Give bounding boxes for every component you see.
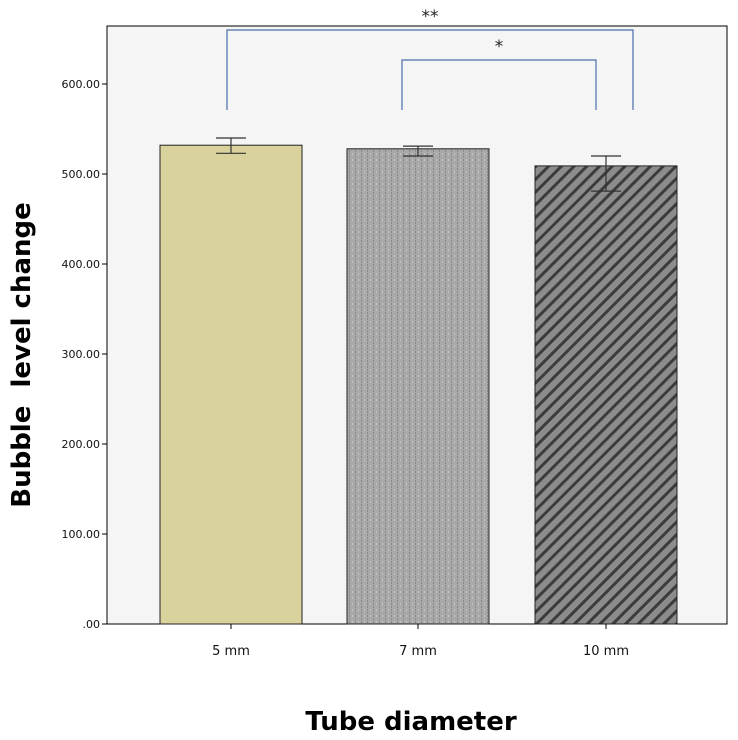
y-tick-label: 200.00 xyxy=(62,438,101,451)
y-tick-label: .00 xyxy=(83,618,101,631)
y-tick-label: 500.00 xyxy=(62,168,101,181)
y-axis-label: Bubble level change xyxy=(7,202,37,508)
error-bar xyxy=(591,155,621,192)
y-tick-label: 600.00 xyxy=(62,78,101,91)
bar xyxy=(534,165,678,625)
significance-brackets: *** xyxy=(226,7,634,110)
error-bar xyxy=(216,137,246,154)
error-bars xyxy=(216,137,621,192)
significance-label: * xyxy=(495,37,504,57)
y-tick-label: 400.00 xyxy=(62,258,101,271)
error-bar xyxy=(403,145,433,157)
x-axis-categories: 5 mm 7 mm 10 mm xyxy=(212,624,629,659)
bar xyxy=(346,148,490,625)
significance-bracket: * xyxy=(401,37,597,110)
y-tick-label: 100.00 xyxy=(62,528,101,541)
bracket-line xyxy=(401,59,597,110)
bracket-line xyxy=(226,29,634,110)
bars xyxy=(159,144,678,625)
x-tick-label: 10 mm xyxy=(583,644,629,659)
x-tick-label: 5 mm xyxy=(212,644,250,659)
significance-bracket: ** xyxy=(226,7,634,110)
x-axis-label: Tube diameter xyxy=(305,707,517,737)
y-tick-label: 300.00 xyxy=(62,348,101,361)
bar xyxy=(159,144,303,625)
significance-label: ** xyxy=(422,7,439,27)
y-axis: .00 100.00 200.00 300.00 400.00 500.00 600.00 xyxy=(62,78,107,631)
x-tick-label: 7 mm xyxy=(399,644,437,659)
